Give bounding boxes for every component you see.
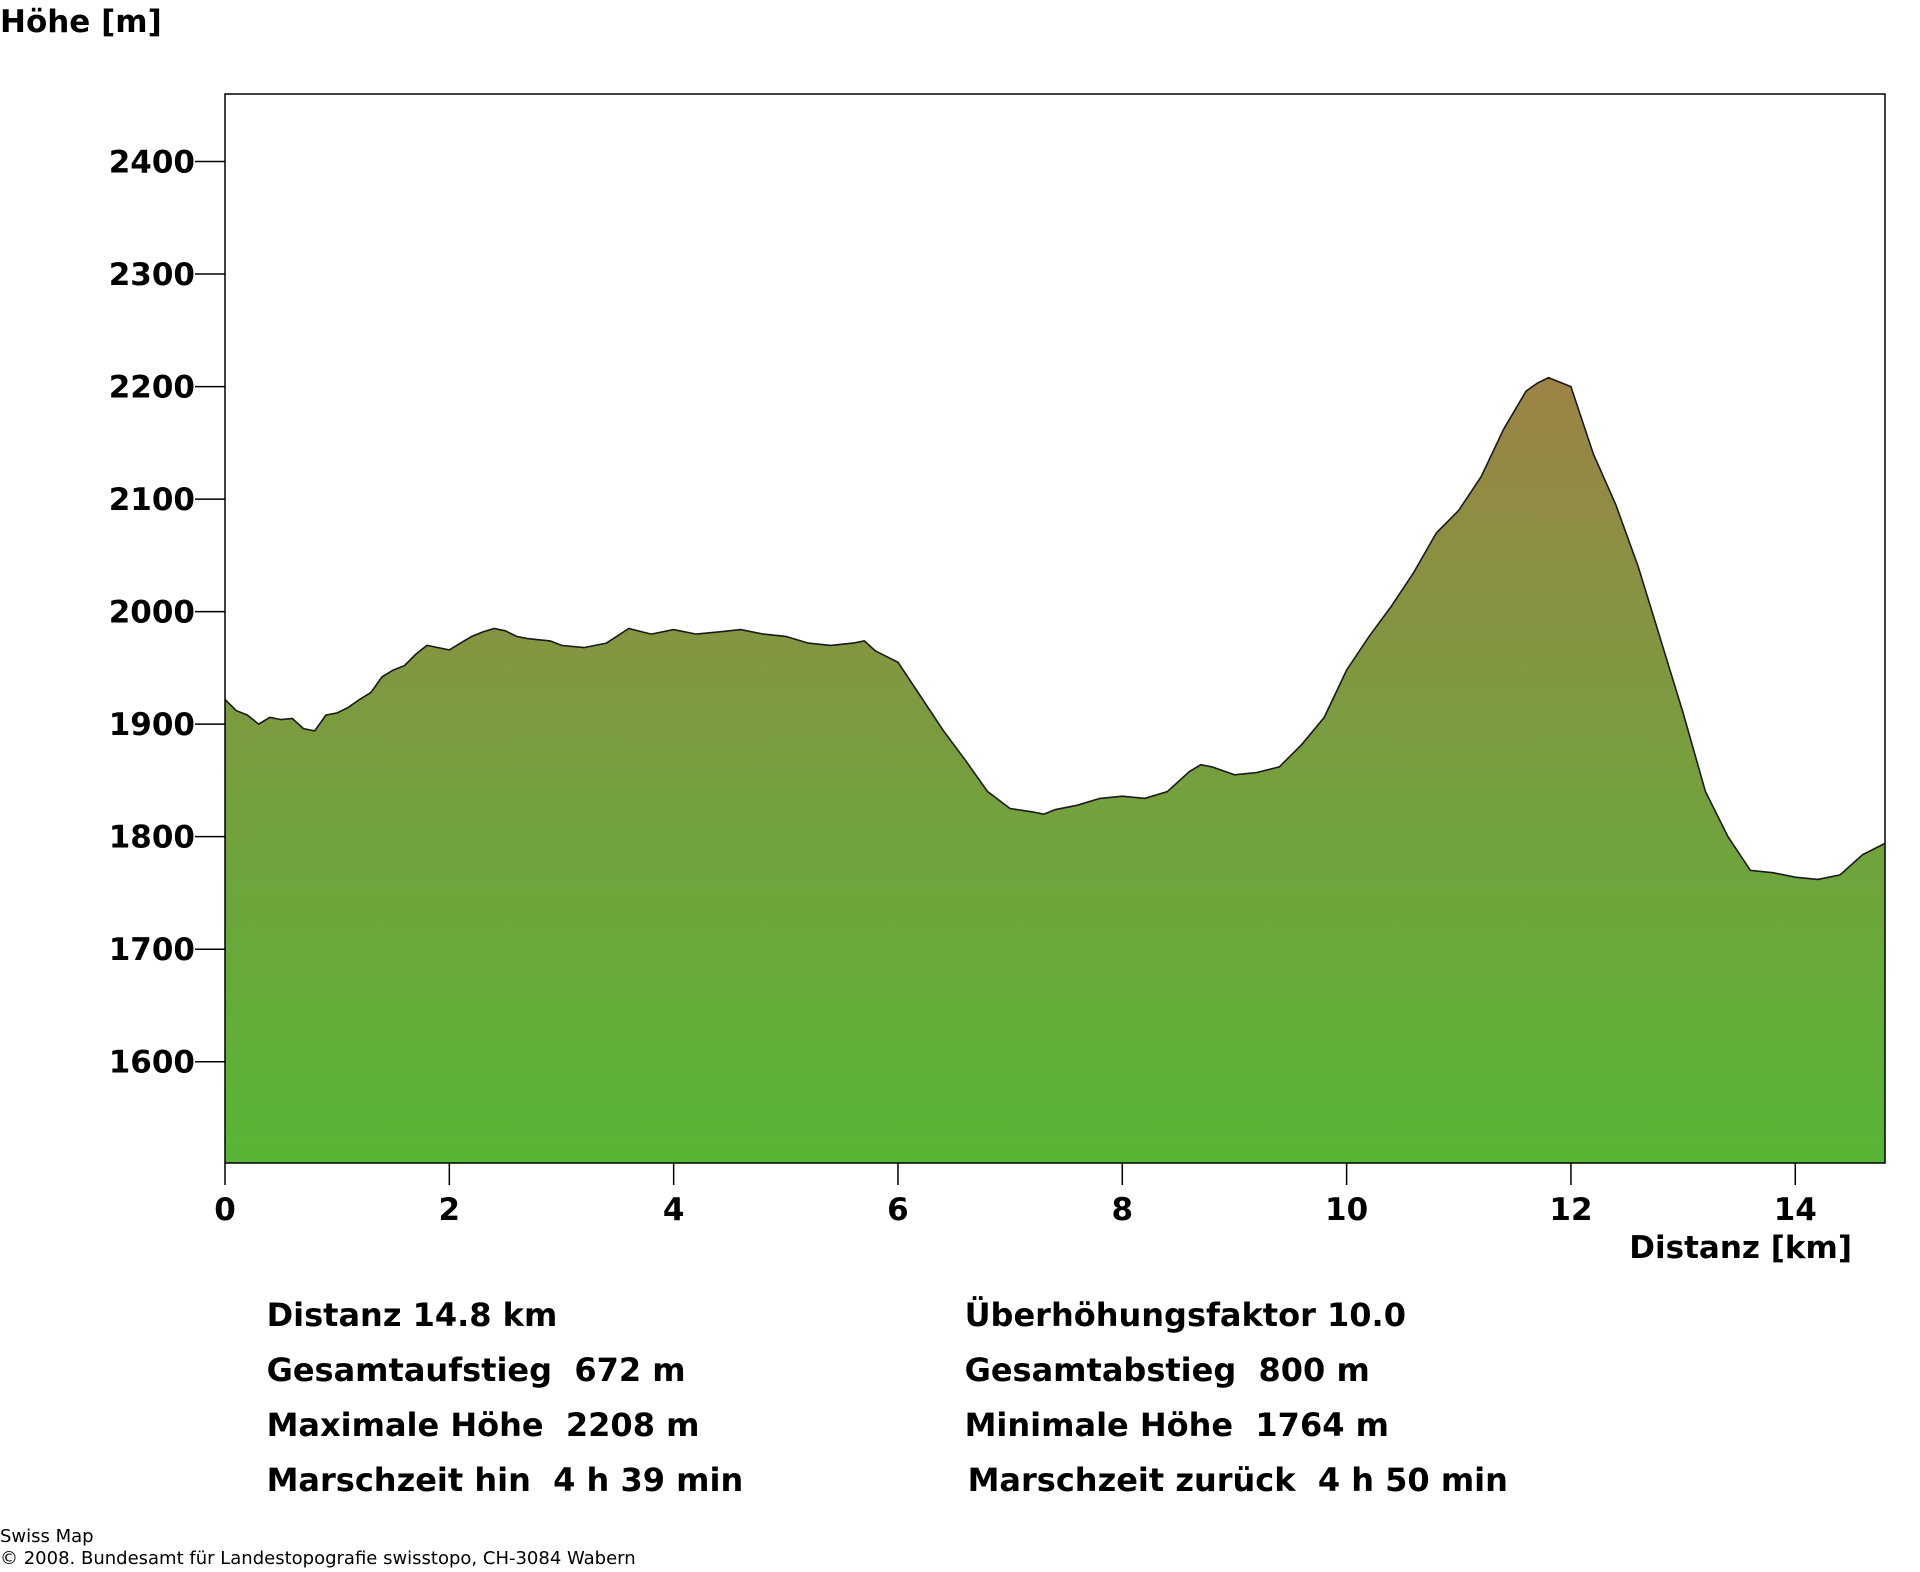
- x-tick-label: 6: [887, 1192, 909, 1228]
- stat-value: 672 m: [574, 1351, 686, 1389]
- x-tick-label: 8: [1112, 1192, 1134, 1228]
- stat-value: 10.0: [1327, 1296, 1406, 1334]
- stat-value: 1764 m: [1255, 1406, 1389, 1444]
- elevation-profile-line: [224, 376, 1886, 881]
- y-axis-title: Höhe [m]: [0, 4, 162, 40]
- stat-value: 14.8 km: [412, 1296, 558, 1334]
- x-tick-label: 4: [663, 1192, 685, 1228]
- stat-value: 800 m: [1258, 1351, 1370, 1389]
- x-tick-label: 12: [1549, 1192, 1592, 1228]
- stat-label: Marschzeit zurück: [967, 1461, 1296, 1499]
- x-axis-title: Distanz [km]: [1629, 1230, 1852, 1266]
- y-tick-label: 1700: [109, 932, 195, 968]
- y-tick-label: 2200: [109, 370, 195, 406]
- stat-label: Minimale Höhe: [964, 1406, 1234, 1444]
- stat-walk-time-there: Marschzeit hin 4 h 39 min: [222, 1432, 744, 1528]
- y-tick-label: 2000: [109, 595, 195, 631]
- stat-min-height: Minimale Höhe 1764 m: [920, 1377, 1389, 1473]
- y-tick-label: 2400: [109, 145, 195, 181]
- stat-label: Maximale Höhe: [266, 1406, 544, 1444]
- stat-total-ascent: Gesamtaufstieg 672 m: [222, 1322, 686, 1418]
- stat-label: Gesamtabstieg: [964, 1351, 1237, 1389]
- stat-exaggeration-factor: Überhöhungsfaktor 10.0: [920, 1267, 1406, 1363]
- stat-label: Distanz: [266, 1296, 402, 1334]
- x-tick-label: 10: [1325, 1192, 1368, 1228]
- y-tick-label: 1600: [109, 1045, 195, 1081]
- stat-label: Überhöhungsfaktor: [964, 1296, 1316, 1334]
- stat-walk-time-back: Marschzeit zurück 4 h 50 min: [923, 1432, 1508, 1528]
- stat-label: Marschzeit hin: [266, 1461, 531, 1499]
- stat-value: 4 h 50 min: [1317, 1461, 1508, 1499]
- x-tick-label: 0: [214, 1192, 236, 1228]
- footer-product-name: Swiss Map: [0, 1526, 94, 1547]
- stat-max-height: Maximale Höhe 2208 m: [222, 1377, 700, 1473]
- elevation-area: [225, 377, 1885, 1164]
- y-tick-label: 1800: [109, 820, 195, 856]
- footer-copyright: © 2008. Bundesamt für Landestopografie s…: [0, 1548, 636, 1569]
- y-tick-label: 1900: [109, 707, 195, 743]
- stat-total-descent: Gesamtabstieg 800 m: [920, 1322, 1370, 1418]
- y-tick-label: 2100: [109, 482, 195, 518]
- x-tick-label: 2: [439, 1192, 461, 1228]
- stat-value: 4 h 39 min: [553, 1461, 744, 1499]
- stat-distance: Distanz 14.8 km: [222, 1267, 558, 1363]
- plot-frame: [224, 93, 1886, 1164]
- x-tick-label: 14: [1774, 1192, 1817, 1228]
- stat-value: 2208 m: [565, 1406, 700, 1444]
- y-tick-label: 2300: [109, 257, 195, 293]
- stat-label: Gesamtaufstieg: [266, 1351, 553, 1389]
